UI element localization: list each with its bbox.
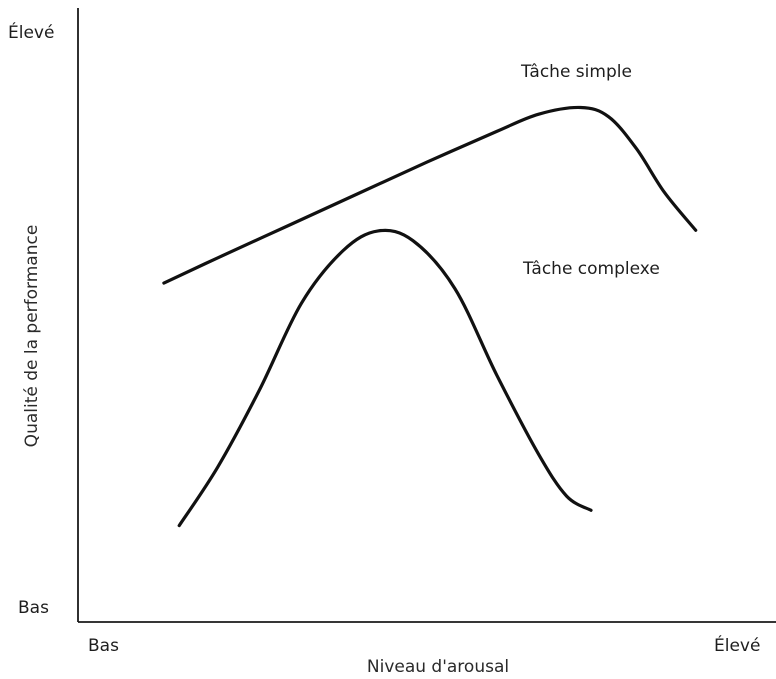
series-label-tache-complexe: Tâche complexe xyxy=(522,259,660,279)
y-tick-label-high: Élevé xyxy=(8,21,54,43)
y-tick-label-low: Bas xyxy=(18,598,49,618)
x-tick-label-low: Bas xyxy=(88,636,119,656)
series-line-tache-simple xyxy=(162,105,698,285)
series-label-tache-simple: Tâche simple xyxy=(520,62,632,82)
series-line-tache-complexe xyxy=(177,228,593,528)
x-axis-label: Niveau d'arousal xyxy=(367,657,509,677)
x-tick-label-high: Élevé xyxy=(714,634,760,656)
y-axis-label: Qualité de la performance xyxy=(22,225,42,448)
